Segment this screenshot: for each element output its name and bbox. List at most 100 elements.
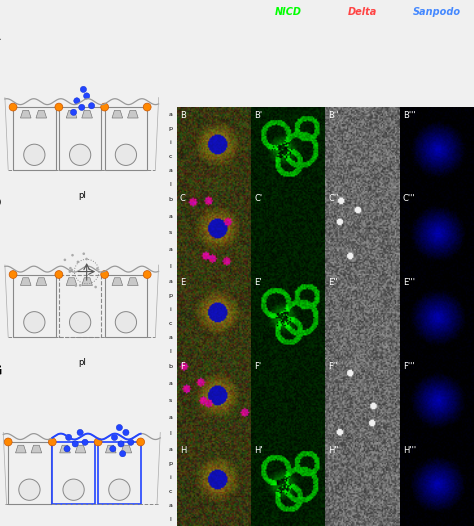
Circle shape: [83, 93, 90, 99]
Text: l: l: [169, 517, 171, 521]
Text: E'': E'': [328, 278, 338, 287]
Circle shape: [82, 252, 85, 255]
Circle shape: [55, 270, 63, 278]
Text: a: a: [168, 279, 172, 285]
Text: D: D: [0, 196, 2, 210]
Polygon shape: [36, 278, 46, 286]
Polygon shape: [75, 445, 86, 453]
Circle shape: [65, 434, 72, 440]
Text: a: a: [168, 247, 172, 252]
Circle shape: [70, 311, 91, 333]
Circle shape: [77, 429, 83, 436]
Polygon shape: [121, 445, 132, 453]
Polygon shape: [128, 278, 138, 286]
Circle shape: [111, 434, 118, 440]
Text: H: H: [180, 446, 186, 454]
Circle shape: [143, 103, 151, 111]
Circle shape: [63, 479, 84, 500]
Polygon shape: [106, 445, 116, 453]
Text: pI: pI: [78, 191, 86, 200]
Circle shape: [119, 451, 126, 457]
Polygon shape: [20, 110, 31, 118]
Text: C': C': [254, 195, 262, 204]
Text: C''': C''': [403, 195, 415, 204]
Circle shape: [4, 438, 12, 446]
Text: c: c: [168, 489, 172, 493]
Polygon shape: [36, 110, 46, 118]
Text: F': F': [254, 362, 261, 371]
Circle shape: [79, 284, 82, 287]
Circle shape: [123, 429, 129, 436]
Text: a: a: [168, 414, 172, 420]
Circle shape: [55, 103, 63, 111]
Text: a: a: [168, 381, 172, 386]
Circle shape: [69, 267, 72, 269]
Text: p: p: [168, 461, 172, 466]
Text: a: a: [168, 168, 172, 173]
Polygon shape: [20, 278, 31, 286]
Text: E: E: [180, 278, 185, 287]
Text: a: a: [168, 447, 172, 452]
Text: H'': H'': [328, 446, 339, 454]
Circle shape: [74, 98, 80, 104]
Text: B': B': [254, 111, 262, 120]
Circle shape: [64, 259, 66, 261]
Text: a: a: [168, 214, 172, 219]
Circle shape: [101, 270, 109, 278]
Circle shape: [109, 479, 130, 500]
Text: F''': F''': [403, 362, 414, 371]
Text: i: i: [169, 140, 171, 145]
Circle shape: [101, 103, 109, 111]
Polygon shape: [112, 110, 123, 118]
Text: F: F: [180, 362, 185, 371]
Polygon shape: [128, 110, 138, 118]
Circle shape: [9, 270, 17, 278]
Circle shape: [85, 258, 88, 260]
Text: Delta: Delta: [348, 7, 377, 17]
Polygon shape: [66, 110, 77, 118]
Text: A: A: [0, 29, 1, 43]
Text: H''': H''': [403, 446, 416, 454]
Circle shape: [116, 424, 122, 431]
Text: l: l: [169, 264, 171, 269]
Text: Sanpodo: Sanpodo: [413, 7, 461, 17]
Circle shape: [128, 439, 134, 446]
Circle shape: [74, 284, 77, 287]
Circle shape: [48, 438, 56, 446]
Circle shape: [19, 479, 40, 500]
Text: C'': C'': [328, 195, 339, 204]
Circle shape: [143, 270, 151, 278]
Text: s: s: [169, 230, 172, 236]
Text: c: c: [168, 321, 172, 326]
Circle shape: [24, 311, 45, 333]
Text: p: p: [168, 126, 172, 131]
Polygon shape: [31, 445, 42, 453]
Circle shape: [9, 103, 17, 111]
Text: c: c: [168, 154, 172, 159]
Circle shape: [64, 446, 70, 452]
Polygon shape: [66, 278, 77, 286]
Text: pI: pI: [78, 358, 86, 367]
Circle shape: [94, 286, 97, 288]
Text: s: s: [169, 398, 172, 403]
Text: i: i: [169, 474, 171, 480]
Circle shape: [115, 144, 137, 166]
Text: E''': E''': [403, 278, 415, 287]
Text: b: b: [168, 197, 172, 202]
Circle shape: [71, 269, 73, 271]
Circle shape: [24, 144, 45, 166]
Polygon shape: [82, 278, 92, 286]
Text: i: i: [169, 307, 171, 312]
Circle shape: [69, 270, 71, 273]
Circle shape: [72, 441, 78, 447]
Text: NICD: NICD: [275, 7, 302, 17]
Text: a: a: [168, 502, 172, 508]
Text: B''': B''': [403, 111, 415, 120]
Circle shape: [137, 438, 145, 446]
Circle shape: [77, 260, 79, 263]
Polygon shape: [82, 110, 92, 118]
Text: E': E': [254, 278, 262, 287]
Circle shape: [80, 86, 87, 93]
Text: B'': B'': [328, 111, 339, 120]
Text: p: p: [168, 294, 172, 298]
